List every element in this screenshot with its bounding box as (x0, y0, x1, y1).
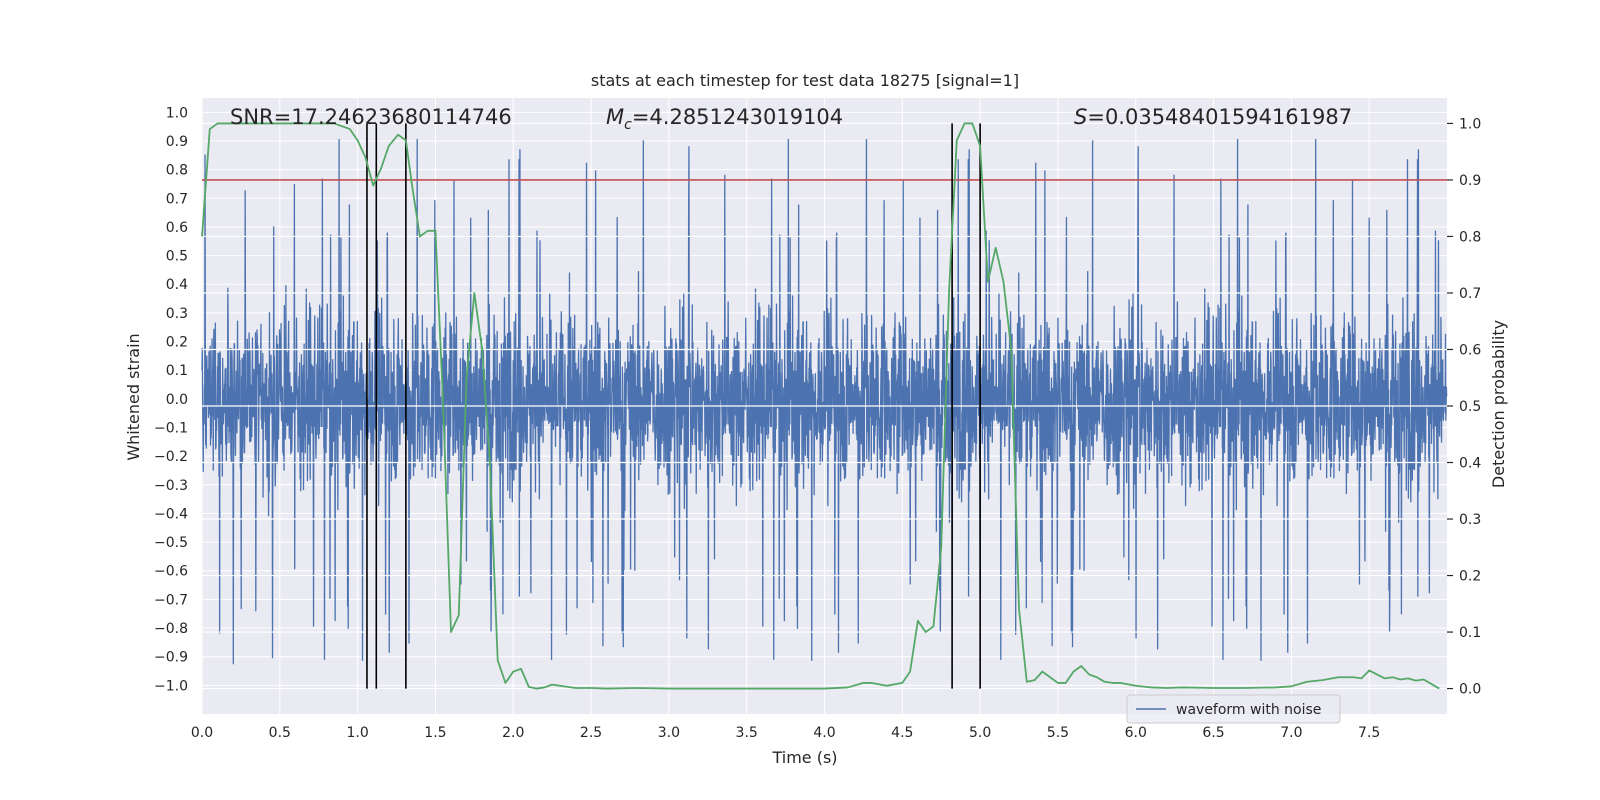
chirp-mass-symbol: M (606, 105, 624, 129)
y-tick-label: −0.6 (154, 564, 188, 580)
legend: waveform with noise (1126, 694, 1341, 724)
y2-tick-label: 0.9 (1459, 173, 1481, 189)
detection-probability-line (201, 122, 1440, 690)
y2-tick-label: 0.2 (1459, 569, 1481, 585)
x-tick-label: 2.0 (502, 725, 524, 741)
y-tick-label: 0.6 (166, 220, 188, 236)
y-tick-label: −0.3 (154, 478, 188, 494)
y-tick-label: 0.0 (166, 392, 188, 408)
y-tick-label: 0.3 (166, 306, 188, 322)
y2-tick-label: 0.0 (1459, 682, 1481, 698)
y-tick-label: 0.7 (166, 191, 188, 207)
y2-tick-label: 0.1 (1459, 625, 1481, 641)
y-tick-label: 0.1 (166, 363, 188, 379)
y-tick-label: −0.4 (154, 506, 188, 522)
x-tick-label: 4.5 (891, 725, 913, 741)
y2-tick-label: 0.5 (1459, 399, 1481, 415)
x-tick-label: 3.5 (736, 725, 758, 741)
legend-label-strain: waveform with noise (1176, 702, 1321, 718)
y-tick-label: −0.9 (154, 650, 188, 666)
x-tick-label: 6.5 (1202, 725, 1224, 741)
y-tick-label: 0.4 (166, 277, 188, 293)
y-tick-label: 0.5 (166, 249, 188, 265)
y-tick-label: −0.7 (154, 592, 188, 608)
x-tick-label: 1.5 (424, 725, 446, 741)
x-tick-label: 5.5 (1047, 725, 1069, 741)
y-axis-ticks: 1.0 0.9 0.8 0.7 0.6 0.5 0.4 0.3 0.2 0.1 0.0 −0.1 −0.… (154, 105, 188, 694)
y-axis-label: Whitened strain (124, 333, 143, 460)
x-tick-label: 7.5 (1358, 725, 1380, 741)
y-tick-label: 0.8 (166, 163, 188, 179)
y2-tick-label: 0.6 (1459, 342, 1481, 358)
y2-axis-label: Detection probability (1489, 320, 1508, 488)
y2-tick-label: 0.3 (1459, 512, 1481, 528)
snr-annotation: SNR=17.24623680114746 (230, 105, 512, 129)
x-tick-label: 2.5 (580, 725, 602, 741)
chirp-mass-value: =4.2851243019104 (632, 105, 843, 129)
x-axis-label: Time (s) (771, 748, 837, 767)
y2-axis-ticks: 1.0 0.9 0.8 0.7 0.6 0.5 0.4 0.3 0.2 0.1 0.0 (1447, 116, 1481, 698)
y-tick-label: 1.0 (166, 105, 188, 121)
x-axis-ticks: 0.0 0.5 1.0 1.5 2.0 2.5 3.0 3.5 4.0 4.5 5.0 5.5 6.0 6… (191, 725, 1380, 741)
y2-tick-label: 0.8 (1459, 229, 1481, 245)
chirp-mass-subscript: c (624, 117, 632, 133)
y-tick-label: −0.2 (154, 449, 188, 465)
y-tick-label: 0.9 (166, 134, 188, 150)
legend-box (1126, 694, 1341, 724)
y-tick-label: −1.0 (154, 678, 188, 694)
y2-tick-label: 1.0 (1459, 116, 1481, 132)
strain-series (201, 138, 1448, 665)
x-tick-label: 1.0 (346, 725, 368, 741)
y-tick-label: −0.1 (154, 420, 188, 436)
x-tick-label: 0.5 (269, 725, 291, 741)
y-tick-label: −0.5 (154, 535, 188, 551)
y2-tick-label: 0.4 (1459, 456, 1481, 472)
s-value: =0.03548401594161987 (1087, 105, 1352, 129)
chart-title: stats at each timestep for test data 182… (591, 71, 1019, 90)
x-tick-label: 4.0 (813, 725, 835, 741)
s-annotation: S=0.03548401594161987 (1074, 105, 1352, 129)
y-tick-label: 0.2 (166, 335, 188, 351)
x-tick-label: 6.0 (1125, 725, 1147, 741)
y-tick-label: −0.8 (154, 621, 188, 637)
x-tick-label: 5.0 (969, 725, 991, 741)
strain-line (201, 138, 1448, 665)
overlay-lines (201, 122, 1447, 690)
y2-tick-label: 0.7 (1459, 286, 1481, 302)
s-symbol: S (1074, 105, 1087, 129)
x-tick-label: 0.0 (191, 725, 213, 741)
x-tick-label: 3.0 (658, 725, 680, 741)
chirp-mass-annotation: Mc=4.2851243019104 (606, 105, 843, 133)
x-tick-label: 7.0 (1280, 725, 1302, 741)
